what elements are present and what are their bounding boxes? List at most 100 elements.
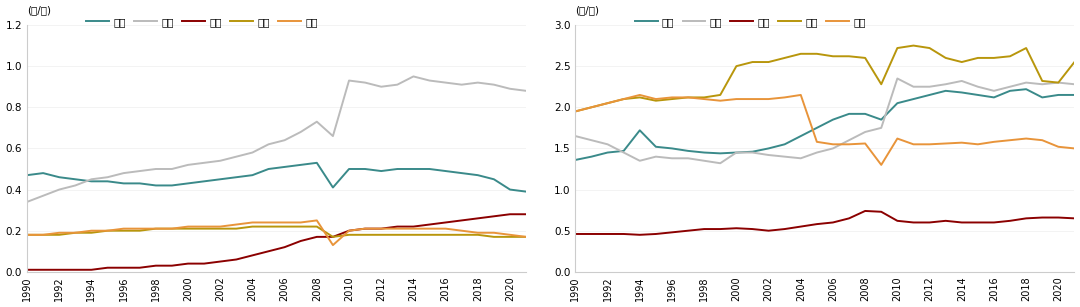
欧盟 [519, 235, 532, 239]
韩国 [794, 157, 807, 160]
韩国 [53, 188, 66, 191]
中国 [875, 210, 888, 214]
欧盟 [149, 227, 162, 231]
日本 [198, 180, 211, 183]
韩国 [746, 151, 759, 154]
中国 [987, 221, 1000, 224]
美国 [794, 52, 807, 56]
日本 [762, 146, 775, 150]
美国 [407, 233, 420, 237]
日本 [133, 181, 146, 185]
美国 [102, 229, 114, 232]
欧盟 [181, 225, 194, 228]
中国 [53, 268, 66, 272]
日本 [456, 171, 469, 175]
Line: 日本: 日本 [576, 89, 1075, 160]
欧盟 [53, 231, 66, 235]
韩国 [310, 120, 323, 123]
欧盟 [326, 243, 339, 247]
韩国 [102, 175, 114, 179]
美国 [294, 225, 307, 228]
美国 [423, 233, 436, 237]
韩国 [117, 171, 130, 175]
欧盟 [69, 231, 82, 235]
美国 [714, 93, 727, 97]
欧盟 [730, 97, 743, 101]
日本 [842, 112, 855, 116]
日本 [1020, 87, 1032, 91]
Line: 中国: 中国 [576, 211, 1075, 235]
欧盟 [617, 97, 630, 101]
欧盟 [133, 227, 146, 231]
欧盟 [746, 97, 759, 101]
美国 [279, 225, 292, 228]
美国 [181, 227, 194, 231]
美国 [85, 231, 98, 235]
欧盟 [456, 229, 469, 232]
中国 [133, 266, 146, 270]
中国 [649, 232, 662, 236]
韩国 [423, 79, 436, 82]
美国 [842, 54, 855, 58]
欧盟 [810, 140, 823, 144]
日本 [294, 163, 307, 167]
韩国 [1052, 81, 1065, 84]
中国 [487, 215, 500, 218]
日本 [810, 126, 823, 130]
美国 [923, 46, 936, 50]
中国 [149, 264, 162, 267]
美国 [230, 227, 243, 231]
中国 [407, 225, 420, 228]
韩国 [987, 89, 1000, 93]
韩国 [326, 134, 339, 138]
欧盟 [585, 105, 598, 109]
日本 [681, 149, 694, 153]
欧盟 [102, 229, 114, 232]
中国 [1068, 216, 1080, 220]
中国 [440, 221, 453, 224]
韩国 [214, 159, 227, 163]
美国 [779, 56, 792, 60]
美国 [391, 233, 404, 237]
美国 [569, 110, 582, 113]
韩国 [698, 159, 711, 163]
欧盟 [246, 221, 259, 224]
韩国 [762, 153, 775, 157]
美国 [1068, 60, 1080, 64]
美国 [375, 233, 388, 237]
美国 [37, 233, 50, 237]
中国 [971, 221, 984, 224]
中国 [359, 227, 372, 231]
韩国 [294, 130, 307, 134]
日本 [310, 161, 323, 165]
欧盟 [423, 227, 436, 231]
欧盟 [956, 141, 969, 145]
日本 [487, 177, 500, 181]
中国 [746, 227, 759, 231]
美国 [21, 233, 33, 237]
日本 [971, 93, 984, 97]
欧盟 [891, 137, 904, 140]
日本 [214, 177, 227, 181]
欧盟 [487, 231, 500, 235]
美国 [117, 229, 130, 232]
欧盟 [940, 142, 953, 145]
美国 [602, 101, 615, 105]
美国 [262, 225, 275, 228]
中国 [569, 232, 582, 236]
中国 [198, 262, 211, 266]
日本 [519, 190, 532, 193]
日本 [875, 118, 888, 122]
欧盟 [1036, 138, 1049, 142]
欧盟 [214, 225, 227, 228]
韩国 [262, 142, 275, 146]
韩国 [230, 155, 243, 158]
欧盟 [21, 233, 33, 237]
中国 [117, 266, 130, 270]
日本 [471, 173, 484, 177]
日本 [602, 151, 615, 154]
欧盟 [987, 140, 1000, 144]
韩国 [633, 159, 646, 163]
中国 [230, 258, 243, 261]
欧盟 [714, 99, 727, 103]
